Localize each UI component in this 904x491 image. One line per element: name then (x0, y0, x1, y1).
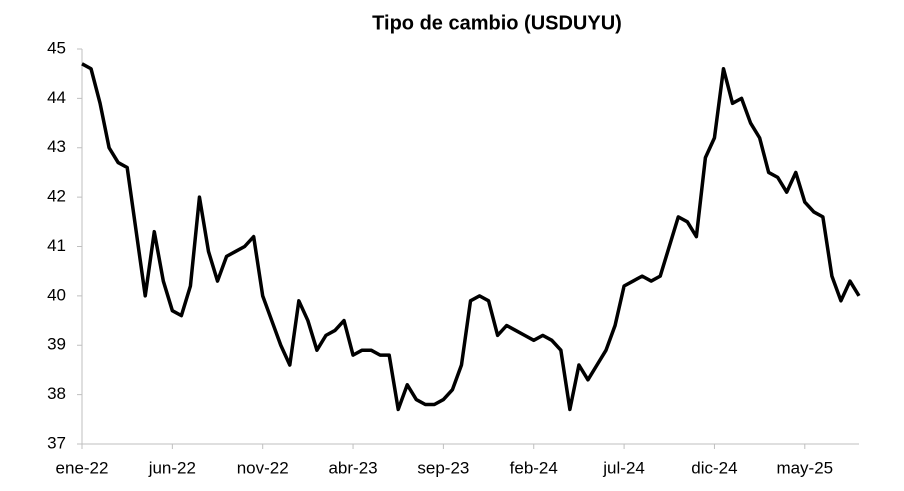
y-tick-label: 37 (47, 433, 66, 452)
y-tick-label: 45 (47, 38, 66, 57)
chart-title: Tipo de cambio (USDUYU) (372, 12, 622, 34)
y-tick-label: 43 (47, 137, 66, 156)
line-series (81, 62, 861, 412)
y-tick-label: 39 (47, 335, 66, 354)
x-tick-label: jul-24 (602, 458, 645, 477)
y-tick-label: 38 (47, 384, 66, 403)
x-tick-label: sep-23 (417, 458, 469, 477)
y-tick-label: 44 (47, 88, 66, 107)
x-tick-label: feb-24 (510, 458, 558, 477)
x-tick-label: abr-23 (328, 458, 377, 477)
x-tick-label: may-25 (776, 458, 833, 477)
x-tick-label: ene-22 (56, 458, 109, 477)
x-tick-label: dic-24 (691, 458, 737, 477)
x-tick-label: jun-22 (148, 458, 196, 477)
y-tick-label: 40 (47, 285, 66, 304)
y-tick-label: 41 (47, 236, 66, 255)
x-tick-label: nov-22 (237, 458, 289, 477)
y-tick-label: 42 (47, 187, 66, 206)
